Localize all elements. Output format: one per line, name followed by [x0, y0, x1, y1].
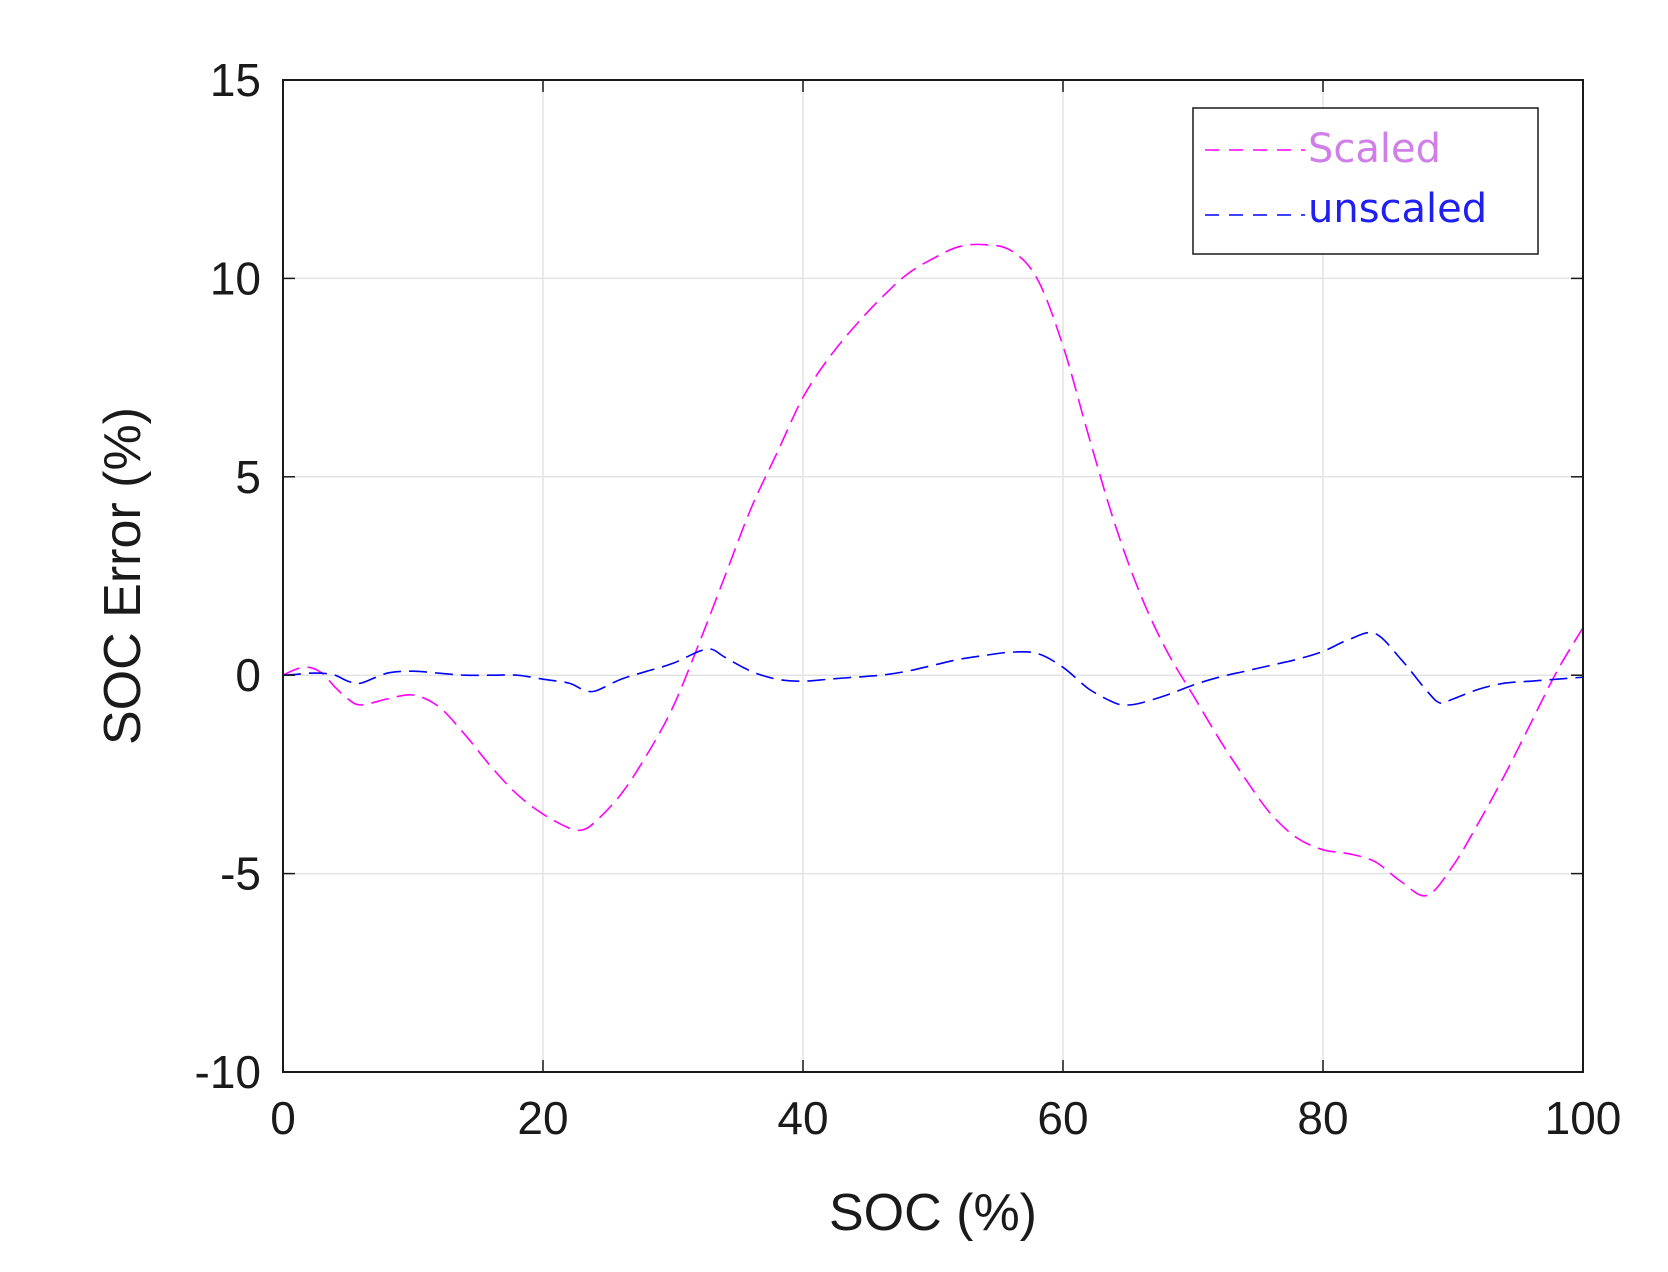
series-line-unscaled	[282, 631, 1584, 706]
tick-labels: 0 20 40 60 80 100 -10 -5 0 5 10 15	[195, 54, 1622, 1144]
legend-label-scaled: Scaled	[1308, 126, 1441, 172]
series-line-scaled	[282, 243, 1584, 897]
y-tick-label: 0	[235, 649, 261, 701]
ticks	[282, 79, 1584, 1073]
legend-box	[1192, 107, 1539, 255]
legend: Scaled unscaled	[1192, 107, 1539, 255]
y-tick-label: 10	[210, 252, 261, 304]
x-tick-label: 100	[1545, 1092, 1622, 1144]
x-tick-label: 60	[1037, 1092, 1088, 1144]
y-tick-label: 5	[235, 451, 261, 503]
legend-label-unscaled: unscaled	[1308, 186, 1487, 232]
y-tick-label: -10	[195, 1046, 261, 1098]
x-axis-title: SOC (%)	[829, 1184, 1037, 1242]
y-tick-label: -5	[220, 848, 261, 900]
x-tick-label: 80	[1297, 1092, 1348, 1144]
y-axis-title: SOC Error (%)	[94, 407, 152, 745]
series-layer	[282, 243, 1584, 897]
plot-frame	[282, 79, 1584, 1073]
x-tick-label: 0	[270, 1092, 296, 1144]
x-tick-label: 20	[517, 1092, 568, 1144]
x-tick-label: 40	[777, 1092, 828, 1144]
y-tick-label: 15	[210, 54, 261, 106]
